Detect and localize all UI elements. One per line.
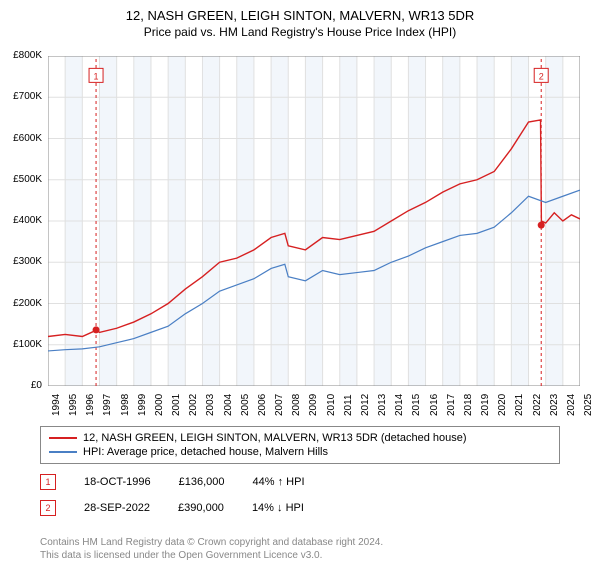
chart-subtitle: Price paid vs. HM Land Registry's House … [0, 25, 600, 39]
x-tick-label: 2014 [394, 394, 405, 416]
y-tick-label: £400K [2, 215, 42, 226]
chart-title: 12, NASH GREEN, LEIGH SINTON, MALVERN, W… [0, 8, 600, 23]
legend-label: HPI: Average price, detached house, Malv… [83, 446, 328, 458]
x-tick-label: 2011 [343, 394, 354, 416]
x-tick-label: 2008 [291, 394, 302, 416]
x-tick-label: 2004 [223, 394, 234, 416]
x-tick-label: 1997 [102, 394, 113, 416]
sale-row: 2 28-SEP-2022 £390,000 14% ↓ HPI [40, 500, 304, 516]
svg-text:2: 2 [539, 71, 544, 81]
x-tick-label: 2024 [566, 394, 577, 416]
x-tick-label: 2018 [463, 394, 474, 416]
x-tick-label: 2023 [549, 394, 560, 416]
x-tick-label: 2010 [326, 394, 337, 416]
x-tick-label: 2017 [446, 394, 457, 416]
legend-label: 12, NASH GREEN, LEIGH SINTON, MALVERN, W… [83, 432, 467, 444]
x-tick-label: 2021 [514, 394, 525, 416]
x-tick-label: 2020 [497, 394, 508, 416]
x-tick-label: 1996 [85, 394, 96, 416]
y-tick-label: £0 [2, 380, 42, 391]
x-tick-label: 2012 [360, 394, 371, 416]
x-tick-label: 2009 [308, 394, 319, 416]
chart-plot-area: 12 [48, 56, 580, 386]
sale-marker-icon: 2 [40, 500, 56, 516]
legend-item: HPI: Average price, detached house, Malv… [49, 445, 551, 459]
x-tick-label: 2003 [205, 394, 216, 416]
x-tick-label: 2000 [154, 394, 165, 416]
sale-price: £390,000 [178, 502, 224, 514]
x-tick-label: 2005 [240, 394, 251, 416]
x-tick-label: 2001 [171, 394, 182, 416]
chart-svg: 12 [48, 56, 580, 386]
sale-marker-icon: 1 [40, 474, 56, 490]
legend-box: 12, NASH GREEN, LEIGH SINTON, MALVERN, W… [40, 426, 560, 464]
x-tick-label: 2022 [532, 394, 543, 416]
x-tick-label: 2013 [377, 394, 388, 416]
x-tick-label: 2006 [257, 394, 268, 416]
sale-delta: 14% ↓ HPI [252, 502, 304, 514]
y-tick-label: £300K [2, 256, 42, 267]
legend-item: 12, NASH GREEN, LEIGH SINTON, MALVERN, W… [49, 431, 551, 445]
footer-attribution: Contains HM Land Registry data © Crown c… [40, 536, 383, 562]
x-tick-label: 2019 [480, 394, 491, 416]
sale-date: 18-OCT-1996 [84, 476, 151, 488]
y-tick-label: £700K [2, 91, 42, 102]
y-tick-label: £800K [2, 50, 42, 61]
x-tick-label: 1999 [137, 394, 148, 416]
sale-date: 28-SEP-2022 [84, 502, 150, 514]
y-tick-label: £200K [2, 298, 42, 309]
footer-line: Contains HM Land Registry data © Crown c… [40, 536, 383, 549]
legend-swatch [49, 437, 77, 439]
x-tick-label: 2007 [274, 394, 285, 416]
y-tick-label: £100K [2, 339, 42, 350]
sale-delta: 44% ↑ HPI [253, 476, 305, 488]
x-tick-label: 1994 [51, 394, 62, 416]
x-tick-label: 2025 [583, 394, 594, 416]
x-tick-label: 2002 [188, 394, 199, 416]
svg-text:1: 1 [94, 71, 99, 81]
y-tick-label: £500K [2, 174, 42, 185]
x-tick-label: 1998 [120, 394, 131, 416]
x-tick-label: 2016 [429, 394, 440, 416]
y-tick-label: £600K [2, 133, 42, 144]
x-tick-label: 2015 [411, 394, 422, 416]
sale-row: 1 18-OCT-1996 £136,000 44% ↑ HPI [40, 474, 305, 490]
legend-swatch [49, 451, 77, 453]
footer-line: This data is licensed under the Open Gov… [40, 549, 383, 562]
x-tick-label: 1995 [68, 394, 79, 416]
sale-price: £136,000 [179, 476, 225, 488]
